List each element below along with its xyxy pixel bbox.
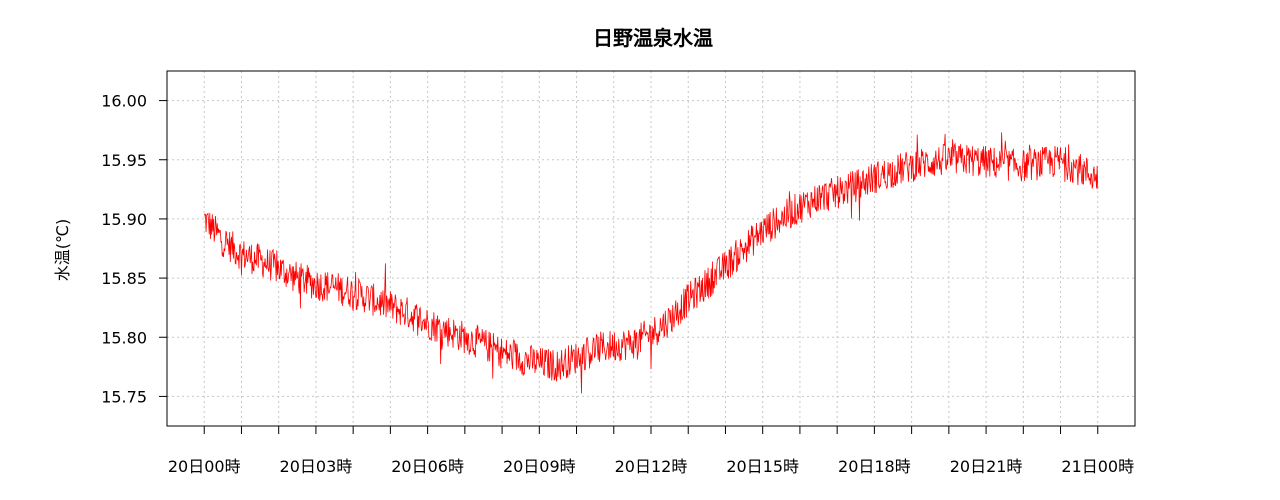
x-tick-label: 20日03時 <box>280 457 353 476</box>
x-tick-label: 20日06時 <box>391 457 464 476</box>
y-axis-label: 水温(℃) <box>53 219 72 281</box>
x-axis: 20日00時 20日03時 20日06時 20日09時 20日12時 20日15時 20日1… <box>168 426 1134 476</box>
grid <box>167 71 1135 426</box>
chart-title: 日野温泉水温 <box>593 26 713 50</box>
y-tick-label: 15.95 <box>101 151 147 170</box>
x-tick-label: 20日21時 <box>950 457 1023 476</box>
x-tick-label: 20日12時 <box>615 457 688 476</box>
y-tick-label: 15.75 <box>101 387 147 406</box>
y-tick-label: 15.90 <box>101 210 147 229</box>
y-tick-label: 15.85 <box>101 269 147 288</box>
y-tick-label: 16.00 <box>101 92 147 111</box>
y-tick-label: 15.80 <box>101 328 147 347</box>
x-tick-label: 20日15時 <box>726 457 799 476</box>
x-tick-label: 20日18時 <box>838 457 911 476</box>
temperature-line <box>203 132 1099 394</box>
x-tick-label: 21日00時 <box>1061 457 1134 476</box>
y-axis: 15.75 15.80 15.85 15.90 15.95 16.00 <box>101 92 167 406</box>
x-tick-label: 20日09時 <box>503 457 576 476</box>
x-tick-label: 20日00時 <box>168 457 241 476</box>
data-series <box>203 132 1099 394</box>
